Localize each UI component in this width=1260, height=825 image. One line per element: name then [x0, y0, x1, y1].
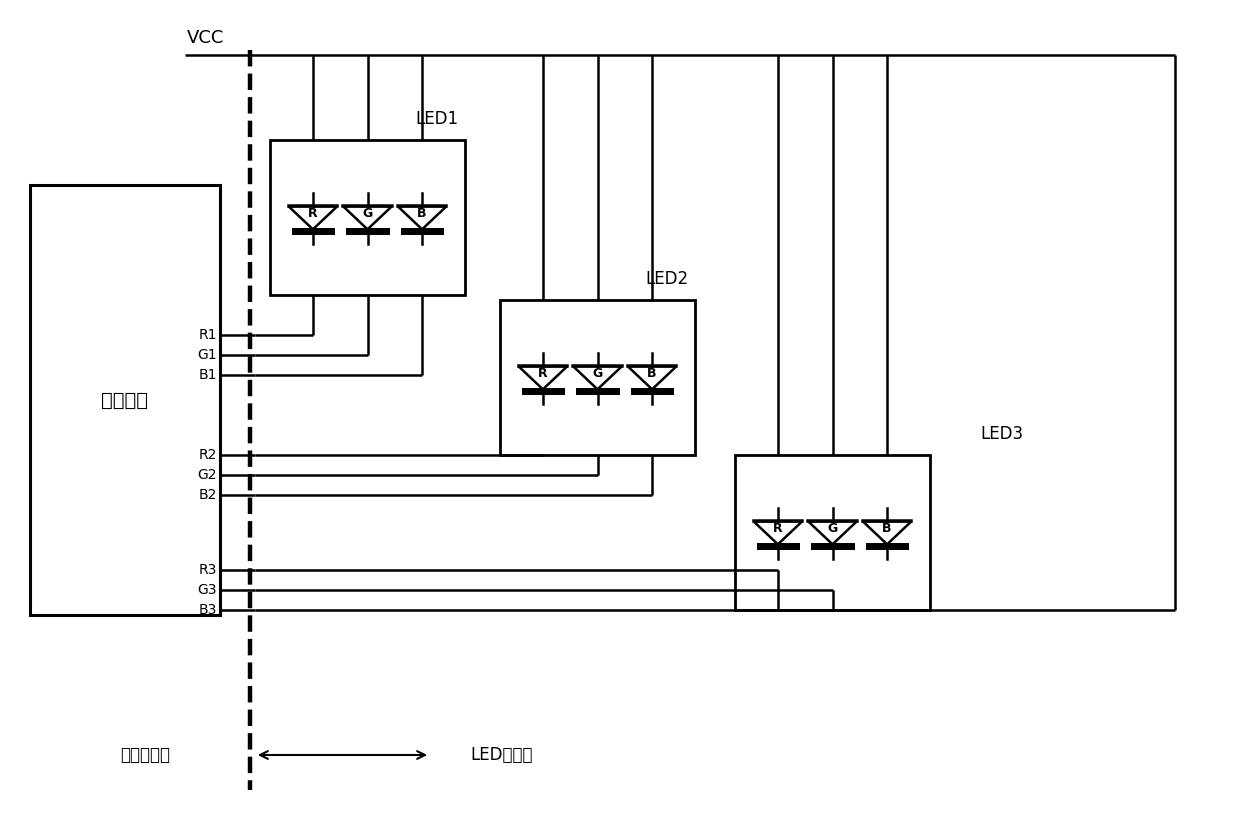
Text: R: R: [309, 206, 318, 219]
Text: R: R: [538, 366, 548, 380]
Text: G2: G2: [198, 468, 217, 482]
Text: G1: G1: [198, 348, 217, 362]
Bar: [500, 300, 696, 455]
Text: 电流驱动板: 电流驱动板: [120, 746, 170, 764]
Text: 驱动芒片: 驱动芒片: [102, 390, 149, 409]
Text: B2: B2: [199, 488, 217, 502]
Text: LED3: LED3: [980, 425, 1023, 443]
Text: R1: R1: [199, 328, 217, 342]
Text: LED显示板: LED显示板: [470, 746, 533, 764]
Text: B1: B1: [199, 368, 217, 382]
Text: B: B: [648, 366, 656, 380]
Text: LED2: LED2: [645, 270, 688, 288]
Text: G: G: [592, 366, 602, 380]
Text: B: B: [882, 521, 892, 535]
Text: LED1: LED1: [415, 110, 459, 128]
Bar: [30, 185, 220, 615]
Bar: [735, 455, 930, 610]
Text: VCC: VCC: [186, 29, 224, 47]
Text: R2: R2: [199, 448, 217, 462]
Text: G: G: [828, 521, 838, 535]
Text: R: R: [774, 521, 782, 535]
Text: B: B: [417, 206, 427, 219]
Bar: [270, 140, 465, 295]
Text: G3: G3: [198, 583, 217, 597]
Text: R3: R3: [199, 563, 217, 577]
Text: G: G: [363, 206, 373, 219]
Text: B3: B3: [199, 603, 217, 617]
